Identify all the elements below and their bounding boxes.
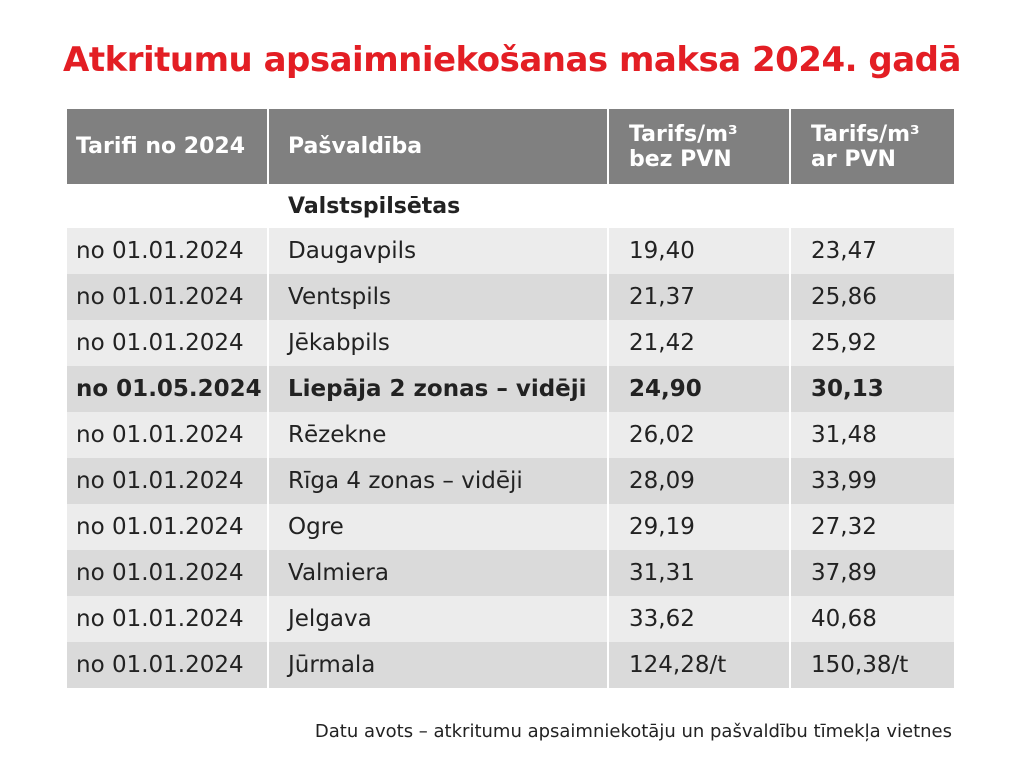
municipality-cell: Rīga 4 zonas – vidēji <box>267 458 608 504</box>
tariff-incl-vat-cell: 37,89 <box>789 550 954 596</box>
table-row: no 01.01.2024 Rēzekne 26,02 31,48 <box>67 412 954 458</box>
tariff-excl-vat-cell: 19,40 <box>607 228 790 274</box>
header-sublabel: bez PVN <box>629 146 732 172</box>
table-row: no 01.01.2024 Daugavpils 19,40 23,47 <box>67 228 954 274</box>
tariff-incl-vat-cell: 150,38/t <box>789 642 954 688</box>
table-row: no 01.01.2024 Ventspils 21,37 25,86 <box>67 274 954 320</box>
tariff-excl-vat-cell: 21,42 <box>607 320 790 366</box>
tariff-excl-vat-cell: 29,19 <box>607 504 790 550</box>
date-cell: no 01.01.2024 <box>67 550 268 596</box>
municipality-cell: Valmiera <box>267 550 608 596</box>
header-tariffs-from: Tarifi no 2024 <box>67 109 268 184</box>
municipality-cell: Jelgava <box>267 596 608 642</box>
table-row: no 01.05.2024 Liepāja 2 zonas – vidēji 24,… <box>67 366 954 412</box>
section-row: Valstspilsētas <box>67 184 954 228</box>
date-cell: no 01.01.2024 <box>67 228 268 274</box>
date-cell: no 01.01.2024 <box>67 320 268 366</box>
tariff-incl-vat-cell: 33,99 <box>789 458 954 504</box>
date-cell: no 01.01.2024 <box>67 274 268 320</box>
municipality-cell: Liepāja 2 zonas – vidēji <box>267 366 608 412</box>
date-cell: no 01.01.2024 <box>67 596 268 642</box>
table-row: no 01.01.2024 Valmiera 31,31 37,89 <box>67 550 954 596</box>
table-row: no 01.01.2024 Ogre 29,19 27,32 <box>67 504 954 550</box>
header-municipality: Pašvaldība <box>267 109 608 184</box>
section-empty-cell <box>67 184 268 228</box>
tariff-excl-vat-cell: 28,09 <box>607 458 790 504</box>
header-sublabel: ar PVN <box>811 146 896 172</box>
tariff-incl-vat-cell: 25,92 <box>789 320 954 366</box>
tariff-excl-vat-cell: 31,31 <box>607 550 790 596</box>
data-source-note: Datu avots – atkritumu apsaimniekotāju u… <box>314 721 952 742</box>
tariff-excl-vat-cell: 26,02 <box>607 412 790 458</box>
table-header-row: Tarifi no 2024 Pašvaldība Tarifs/m³ bez … <box>67 109 954 184</box>
table-row: no 01.01.2024 Jūrmala 124,28/t 150,38/t <box>67 642 954 688</box>
tariff-incl-vat-cell: 23,47 <box>789 228 954 274</box>
tariff-incl-vat-cell: 30,13 <box>789 366 954 412</box>
header-tariff-excl-vat: Tarifs/m³ bez PVN <box>607 109 790 184</box>
header-tariff-incl-vat: Tarifs/m³ ar PVN <box>789 109 954 184</box>
table-row: no 01.01.2024 Jelgava 33,62 40,68 <box>67 596 954 642</box>
tariff-excl-vat-cell: 24,90 <box>607 366 790 412</box>
municipality-cell: Daugavpils <box>267 228 608 274</box>
page-title: Atkritumu apsaimniekošanas maksa 2024. g… <box>63 40 961 80</box>
table-row: no 01.01.2024 Rīga 4 zonas – vidēji 28,09 3… <box>67 458 954 504</box>
table-row: no 01.01.2024 Jēkabpils 21,42 25,92 <box>67 320 954 366</box>
header-label: Tarifs/m³ <box>811 121 920 147</box>
municipality-cell: Rēzekne <box>267 412 608 458</box>
municipality-cell: Ogre <box>267 504 608 550</box>
municipality-cell: Jēkabpils <box>267 320 608 366</box>
tariff-excl-vat-cell: 124,28/t <box>607 642 790 688</box>
date-cell: no 01.01.2024 <box>67 504 268 550</box>
municipality-cell: Jūrmala <box>267 642 608 688</box>
header-label: Tarifi no 2024 <box>76 134 246 159</box>
tariff-excl-vat-cell: 21,37 <box>607 274 790 320</box>
municipality-cell: Ventspils <box>267 274 608 320</box>
tariff-incl-vat-cell: 27,32 <box>789 504 954 550</box>
date-cell: no 01.05.2024 <box>67 366 268 412</box>
date-cell: no 01.01.2024 <box>67 412 268 458</box>
tariff-incl-vat-cell: 31,48 <box>789 412 954 458</box>
header-label: Pašvaldība <box>288 134 423 159</box>
date-cell: no 01.01.2024 <box>67 458 268 504</box>
header-label: Tarifs/m³ <box>629 121 738 147</box>
tariff-excl-vat-cell: 33,62 <box>607 596 790 642</box>
date-cell: no 01.01.2024 <box>67 642 268 688</box>
tariff-table: Tarifi no 2024 Pašvaldība Tarifs/m³ bez … <box>67 109 954 688</box>
section-label: Valstspilsētas <box>267 184 954 228</box>
tariff-incl-vat-cell: 40,68 <box>789 596 954 642</box>
tariff-incl-vat-cell: 25,86 <box>789 274 954 320</box>
